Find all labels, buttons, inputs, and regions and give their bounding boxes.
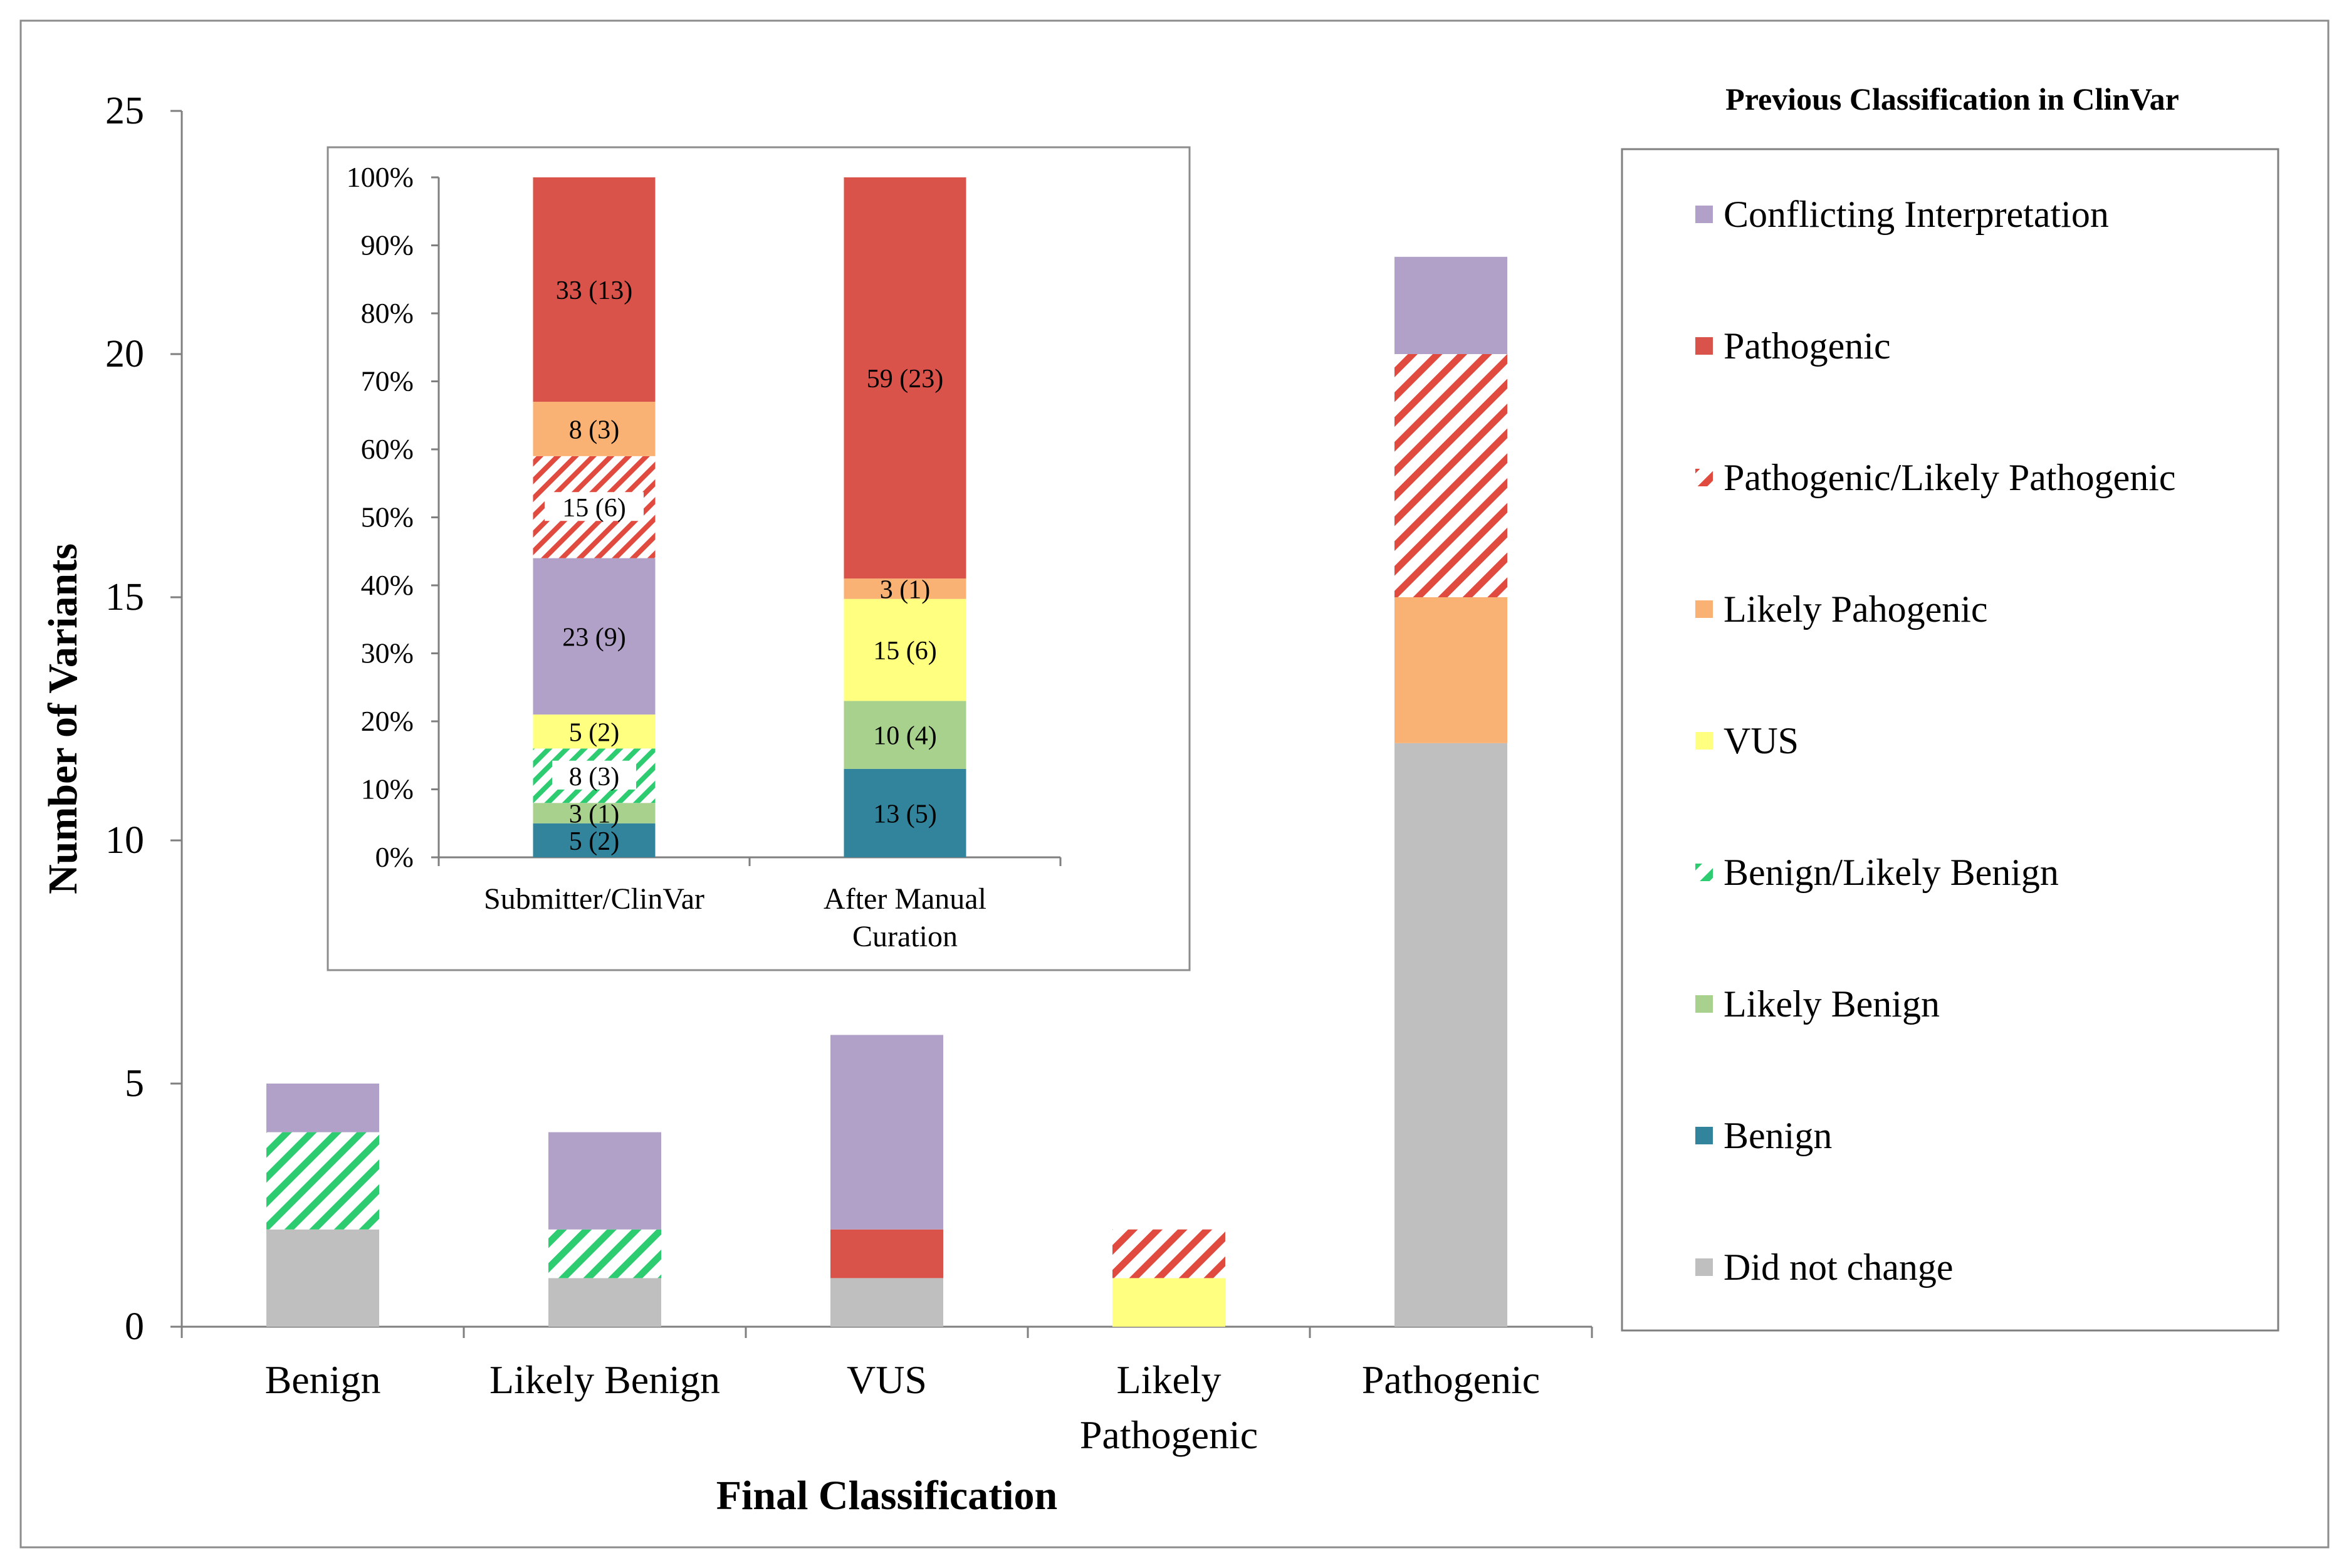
legend-box — [1621, 148, 2279, 1332]
inset-bar-p-1 — [844, 177, 966, 579]
bar-p-2 — [830, 1229, 943, 1278]
legend-label-dnc: Did not change — [1724, 1247, 1954, 1288]
x-category-label: VUS — [847, 1357, 927, 1402]
bar-dnc-0 — [266, 1229, 379, 1327]
inset-bar-ci-0 — [533, 558, 656, 715]
inset-y-tick-label: 10% — [361, 773, 414, 805]
bar-lp-4 — [1394, 597, 1507, 743]
bar-blb-1 — [548, 1229, 661, 1278]
main-chart: 0 5 10 15 20 25 Benign Likely Benign VUS Likely Pa… — [40, 90, 1593, 1518]
legend-swatch-plp — [1695, 469, 1713, 486]
bar-plp-3 — [1112, 1229, 1225, 1278]
y-tick-label: 5 — [125, 1062, 144, 1105]
inset-bar-vus-0 — [533, 714, 656, 749]
bar-plp-4 — [1394, 354, 1507, 597]
inset-bar-lp-0 — [533, 402, 656, 456]
inset-data-label-bg — [552, 760, 636, 790]
bar-ci-4 — [1394, 256, 1507, 354]
x-axis-title: Final Classification — [716, 1473, 1058, 1518]
inset-data-label: 33 (13) — [556, 276, 632, 305]
legend-label-blb: Benign/Likely Benign — [1724, 852, 2059, 893]
legend-label-lp: Likely Pahogenic — [1724, 588, 1988, 630]
x-category-label: Pathogenic — [1362, 1357, 1540, 1402]
inset-y-tick-label: 40% — [361, 569, 414, 601]
inset-bar-lp-1 — [844, 578, 966, 599]
legend-label-ci: Conflicting Interpretation — [1724, 194, 2109, 235]
inset-data-label: 10 (4) — [873, 722, 936, 751]
x-category-label: Benign — [265, 1357, 381, 1402]
legend-swatch-lp — [1695, 600, 1713, 618]
inset-data-label: 3 (1) — [880, 575, 930, 604]
inset-y-tick-label: 60% — [361, 433, 414, 465]
legend-swatch-lb — [1695, 995, 1713, 1013]
bar-dnc-2 — [830, 1278, 943, 1327]
x-category-label: Pathogenic — [1080, 1413, 1258, 1457]
inset-bar-lb-0 — [533, 803, 656, 823]
inset-x-category-label: After Manual — [824, 882, 986, 916]
bar-dnc-1 — [548, 1278, 661, 1327]
inset-border — [327, 146, 1191, 971]
legend-swatch-dnc — [1695, 1258, 1713, 1276]
bar-vus-3 — [1112, 1278, 1225, 1327]
inset-y-tick-label: 70% — [361, 365, 414, 397]
x-category-label: Likely — [1116, 1357, 1221, 1402]
inset-y-tick-label: 30% — [361, 637, 414, 669]
inset-x-category-label: Submitter/ClinVar — [484, 882, 704, 916]
legend-label-b: Benign — [1724, 1115, 1832, 1156]
inset-y-tick-label: 100% — [347, 161, 414, 193]
legend-swatch-b — [1695, 1127, 1713, 1144]
inset-y-tick-label: 80% — [361, 297, 414, 329]
legend-label-lb: Likely Benign — [1724, 983, 1940, 1025]
inset-bar-vus-1 — [844, 598, 966, 701]
inset-bar-lb-1 — [844, 701, 966, 769]
bar-ci-2 — [830, 1035, 943, 1230]
bar-ci-0 — [266, 1084, 379, 1132]
x-category-label: Likely Benign — [489, 1357, 720, 1402]
y-tick-label: 20 — [105, 333, 144, 375]
legend-swatch-ci — [1695, 206, 1713, 223]
inset-data-label: 5 (2) — [569, 718, 619, 747]
y-tick-label: 0 — [125, 1305, 144, 1348]
inset-chart: 0% 10% 20% 30% 40% 50% 60% 70% 80% 90% 100% Submitt… — [327, 146, 1191, 971]
legend-swatch-blb — [1695, 864, 1713, 881]
bar-blb-0 — [266, 1132, 379, 1230]
inset-data-label: 5 (2) — [569, 827, 619, 856]
legend-title: Previous Classification in ClinVar — [1725, 81, 2179, 117]
inset-x-category-label: Curation — [852, 920, 958, 953]
y-tick-label: 10 — [105, 819, 144, 862]
inset-data-label: 8 (3) — [569, 416, 619, 444]
y-axis-title: Number of Variants — [40, 543, 86, 894]
inset-y-tick-label: 50% — [361, 501, 414, 533]
inset-data-label: 59 (23) — [867, 365, 943, 394]
legend-swatch-vus — [1695, 732, 1713, 750]
legend-label-p: Pathogenic — [1724, 325, 1891, 367]
inset-data-label-bg — [545, 492, 644, 521]
inset-data-label: 13 (5) — [873, 800, 936, 828]
inset-y-tick-label: 0% — [375, 841, 414, 873]
legend-swatch-p — [1695, 337, 1713, 355]
y-tick-label: 15 — [105, 576, 144, 619]
inset-y-tick-label: 20% — [361, 705, 414, 737]
inset-y-tick-label: 90% — [361, 229, 414, 261]
inset-bar-p-0 — [533, 177, 656, 402]
inset-data-label: 8 (3) — [569, 763, 619, 792]
y-tick-label: 25 — [105, 90, 144, 132]
inset-data-label: 15 (6) — [873, 637, 936, 666]
inset-bar-b-1 — [844, 768, 966, 857]
legend-label-vus: VUS — [1724, 720, 1799, 761]
inset-data-label: 15 (6) — [562, 494, 625, 523]
legend-label-plp: Pathogenic/Likely Pathogenic — [1724, 457, 2176, 498]
inset-bar-b-0 — [533, 823, 656, 857]
legend: Previous Classification in ClinVar Confli… — [1621, 81, 2279, 1332]
bar-ci-1 — [548, 1132, 661, 1230]
inset-data-label: 23 (9) — [562, 623, 625, 652]
bar-dnc-4 — [1394, 743, 1507, 1327]
inset-data-label: 3 (1) — [569, 800, 619, 828]
